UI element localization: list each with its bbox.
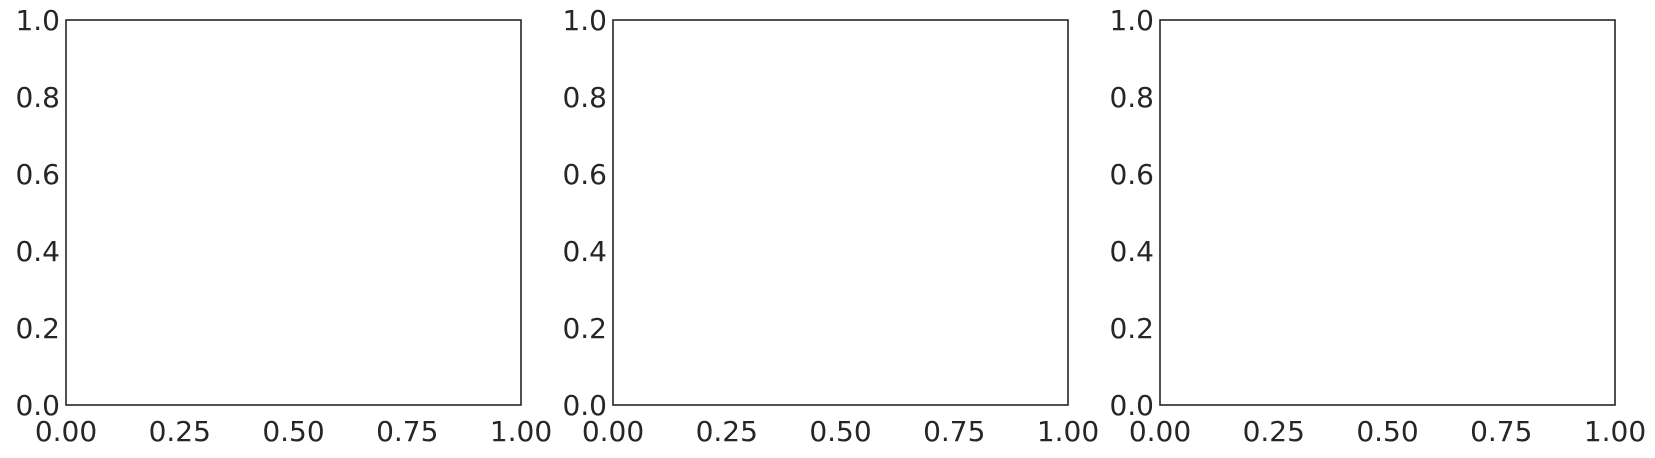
x-tick-label: 0.50 xyxy=(809,415,871,448)
y-tick-label: 1.0 xyxy=(15,4,60,37)
x-tick-label: 0.00 xyxy=(582,415,644,448)
y-tick-label: 0.8 xyxy=(1109,81,1154,114)
axes-frame xyxy=(612,19,1069,406)
y-tick-label: 0.6 xyxy=(15,158,60,191)
chart-panel-2: 0.00 0.25 0.50 0.75 1.00 0.0 0.2 0.4 0.6 0.8 1.0 xyxy=(562,4,1099,448)
y-tick-label: 1.0 xyxy=(1109,4,1154,37)
y-tick-label: 1.0 xyxy=(562,4,607,37)
y-tick-label: 0.8 xyxy=(562,81,607,114)
x-tick-label: 1.00 xyxy=(1584,415,1646,448)
y-tick-label: 0.6 xyxy=(1109,158,1154,191)
axes-frame xyxy=(1159,19,1616,406)
x-tick-label: 1.00 xyxy=(1037,415,1099,448)
y-tick-label: 0.4 xyxy=(1109,235,1154,268)
y-tick-label: 0.2 xyxy=(562,312,607,345)
axes-frame xyxy=(65,19,522,406)
y-tick-label: 0.0 xyxy=(562,389,607,422)
y-tick-label: 0.4 xyxy=(15,235,60,268)
chart-panel-3: 0.00 0.25 0.50 0.75 1.00 0.0 0.2 0.4 0.6 0.8 1.0 xyxy=(1109,4,1646,448)
y-tick-label: 0.2 xyxy=(15,312,60,345)
x-tick-label: 0.75 xyxy=(376,415,438,448)
x-tick-label: 1.00 xyxy=(490,415,552,448)
y-tick-label: 0.4 xyxy=(562,235,607,268)
y-tick-label: 0.2 xyxy=(1109,312,1154,345)
y-tick-label: 0.6 xyxy=(562,158,607,191)
chart-panel-1: 0.00 0.25 0.50 0.75 1.00 0.0 0.2 0.4 0.6 0.8 1.0 xyxy=(15,4,552,448)
x-tick-label: 0.75 xyxy=(1470,415,1532,448)
x-tick-label: 0.00 xyxy=(1129,415,1191,448)
y-tick-label: 0.8 xyxy=(15,81,60,114)
x-tick-label: 0.25 xyxy=(1243,415,1305,448)
x-tick-label: 0.50 xyxy=(1356,415,1418,448)
y-tick-label: 0.0 xyxy=(15,389,60,422)
x-tick-label: 0.25 xyxy=(149,415,211,448)
x-tick-label: 0.75 xyxy=(923,415,985,448)
x-tick-label: 0.25 xyxy=(696,415,758,448)
y-tick-label: 0.0 xyxy=(1109,389,1154,422)
x-tick-label: 0.00 xyxy=(35,415,97,448)
x-tick-label: 0.50 xyxy=(262,415,324,448)
